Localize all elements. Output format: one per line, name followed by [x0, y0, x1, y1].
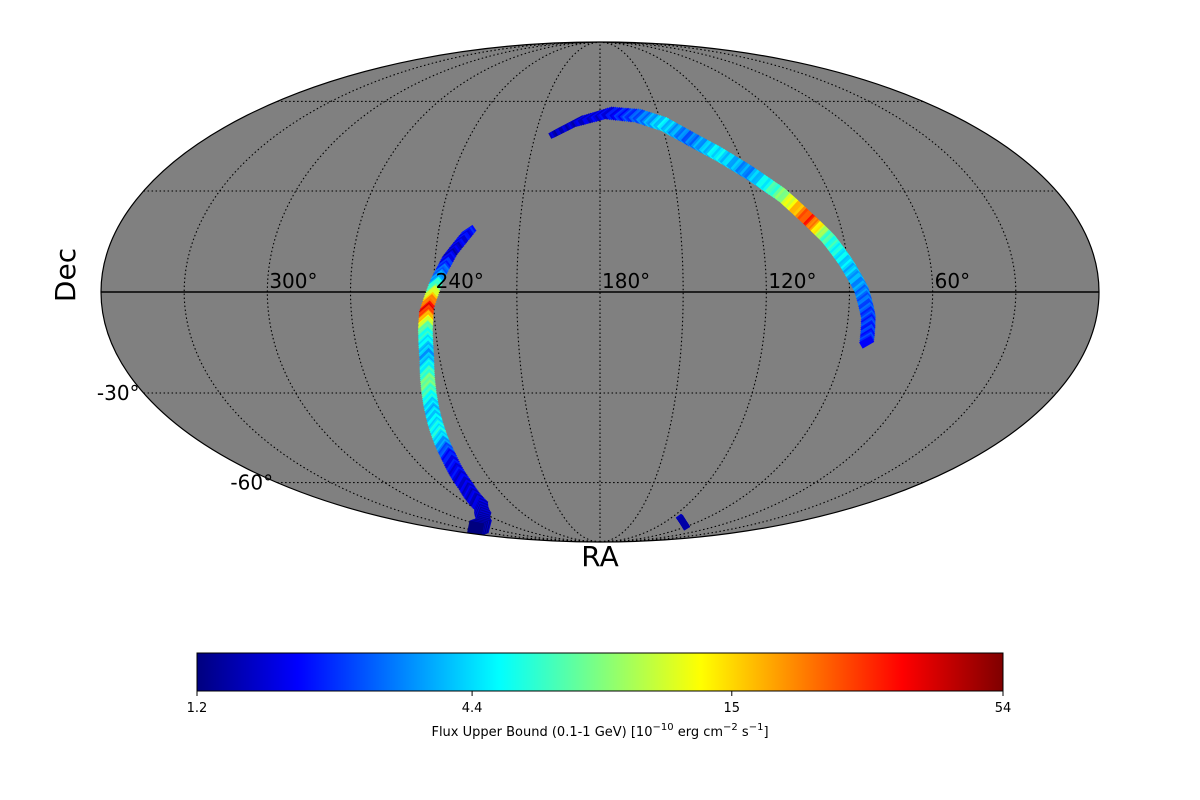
ra-tick-label: 180° — [602, 269, 650, 293]
meridian-line — [599, 42, 767, 542]
ra-tick-label: 300° — [269, 269, 317, 293]
colorbar-tick-label: 54 — [995, 701, 1012, 716]
meridian-line — [599, 42, 1017, 542]
flux-map-data — [417, 106, 877, 537]
ra-tick-label: 120° — [768, 269, 816, 293]
dec-tick-labels: -30° -60° — [97, 381, 273, 495]
y-axis-label: Dec — [49, 248, 82, 302]
colorbar-tick-label: 1.2 — [187, 701, 208, 716]
flux-pixel — [859, 335, 875, 349]
ra-tick-label: 240° — [436, 269, 484, 293]
colorbar-gradient — [196, 652, 1004, 692]
colorbar-ticks: 1.2 4.4 15 54 — [187, 691, 1012, 716]
dec-tick-label: -30° — [97, 381, 140, 405]
colorbar: 1.2 4.4 15 54 Flux Upper Bound (0.1-1 GeV) … — [187, 652, 1012, 740]
x-axis-label: RA — [581, 540, 618, 573]
colorbar-tick-label: 15 — [724, 701, 741, 716]
colorbar-label: Flux Upper Bound (0.1-1 GeV) [10−10 erg … — [431, 722, 768, 740]
ra-tick-label: 60° — [935, 269, 970, 293]
sky-boundary — [100, 41, 1100, 543]
dec-tick-label: -60° — [230, 471, 273, 495]
flux-pixel — [677, 515, 691, 531]
ra-tick-labels: 300° 240° 180° 120° 60° — [269, 269, 970, 293]
colorbar-tick-label: 4.4 — [462, 701, 483, 716]
meridian-line — [183, 42, 601, 542]
meridian-line — [433, 42, 601, 542]
